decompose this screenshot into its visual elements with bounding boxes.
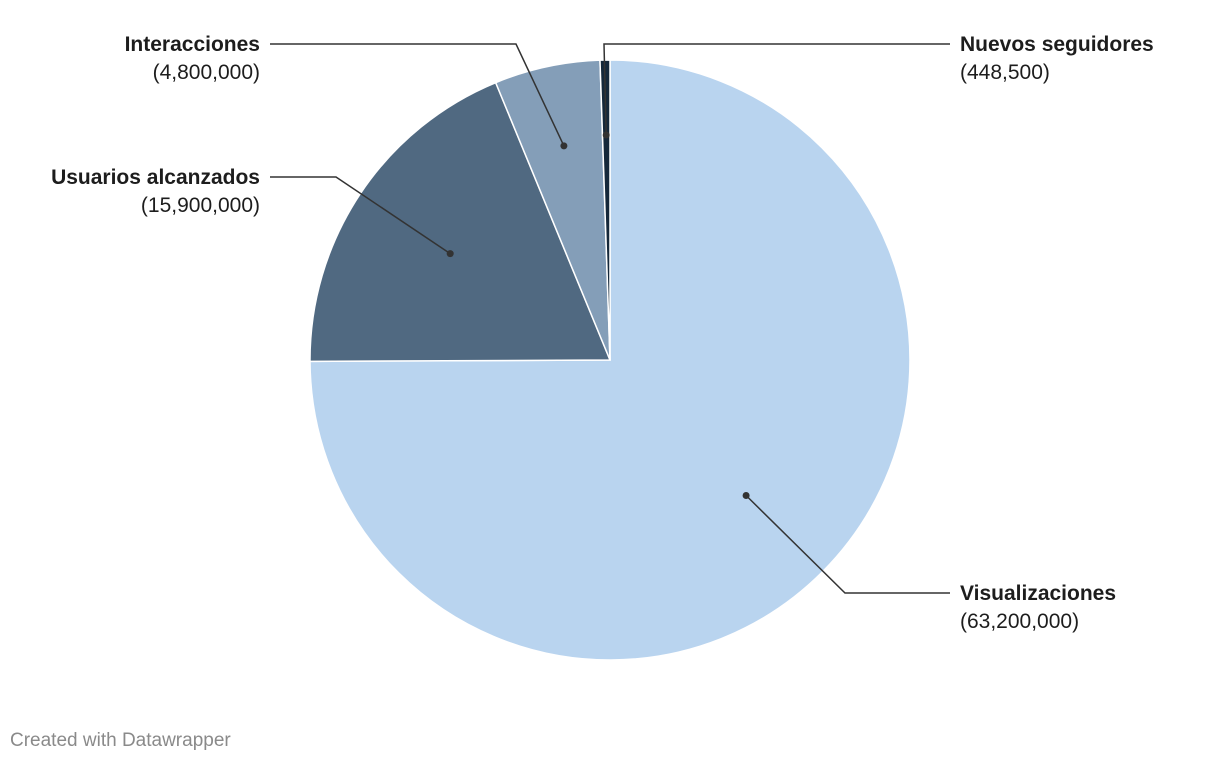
slice-label-usuarios-alcanzados: Usuarios alcanzados <box>51 166 260 189</box>
leader-line-interacciones <box>270 43 565 147</box>
slice-value-nuevos-seguidores: (448,500) <box>960 61 1050 84</box>
slice-value-visualizaciones: (63,200,000) <box>960 610 1079 633</box>
slice-label-visualizaciones: Visualizaciones <box>960 582 1116 605</box>
leader-dot-interacciones <box>560 142 568 150</box>
leader-line-nuevos-seguidores <box>603 43 950 136</box>
leader-dot-usuarios-alcanzados <box>446 250 454 258</box>
slice-value-usuarios-alcanzados: (15,900,000) <box>141 194 260 217</box>
leader-dot-nuevos-seguidores <box>602 131 610 139</box>
slice-value-interacciones: (4,800,000) <box>153 61 260 84</box>
datawrapper-credit[interactable]: Created with Datawrapper <box>10 730 231 751</box>
slice-label-interacciones: Interacciones <box>125 33 260 56</box>
leader-dot-visualizaciones <box>742 492 750 499</box>
leader-line-usuarios-alcanzados <box>270 176 451 255</box>
slice-label-nuevos-seguidores: Nuevos seguidores <box>960 33 1154 56</box>
leader-line-visualizaciones <box>745 494 950 594</box>
pie-slices <box>309 59 911 661</box>
leader-lines <box>270 43 950 594</box>
slice-labels: Visualizaciones (63,200,000) Usuarios alca… <box>51 33 1154 633</box>
